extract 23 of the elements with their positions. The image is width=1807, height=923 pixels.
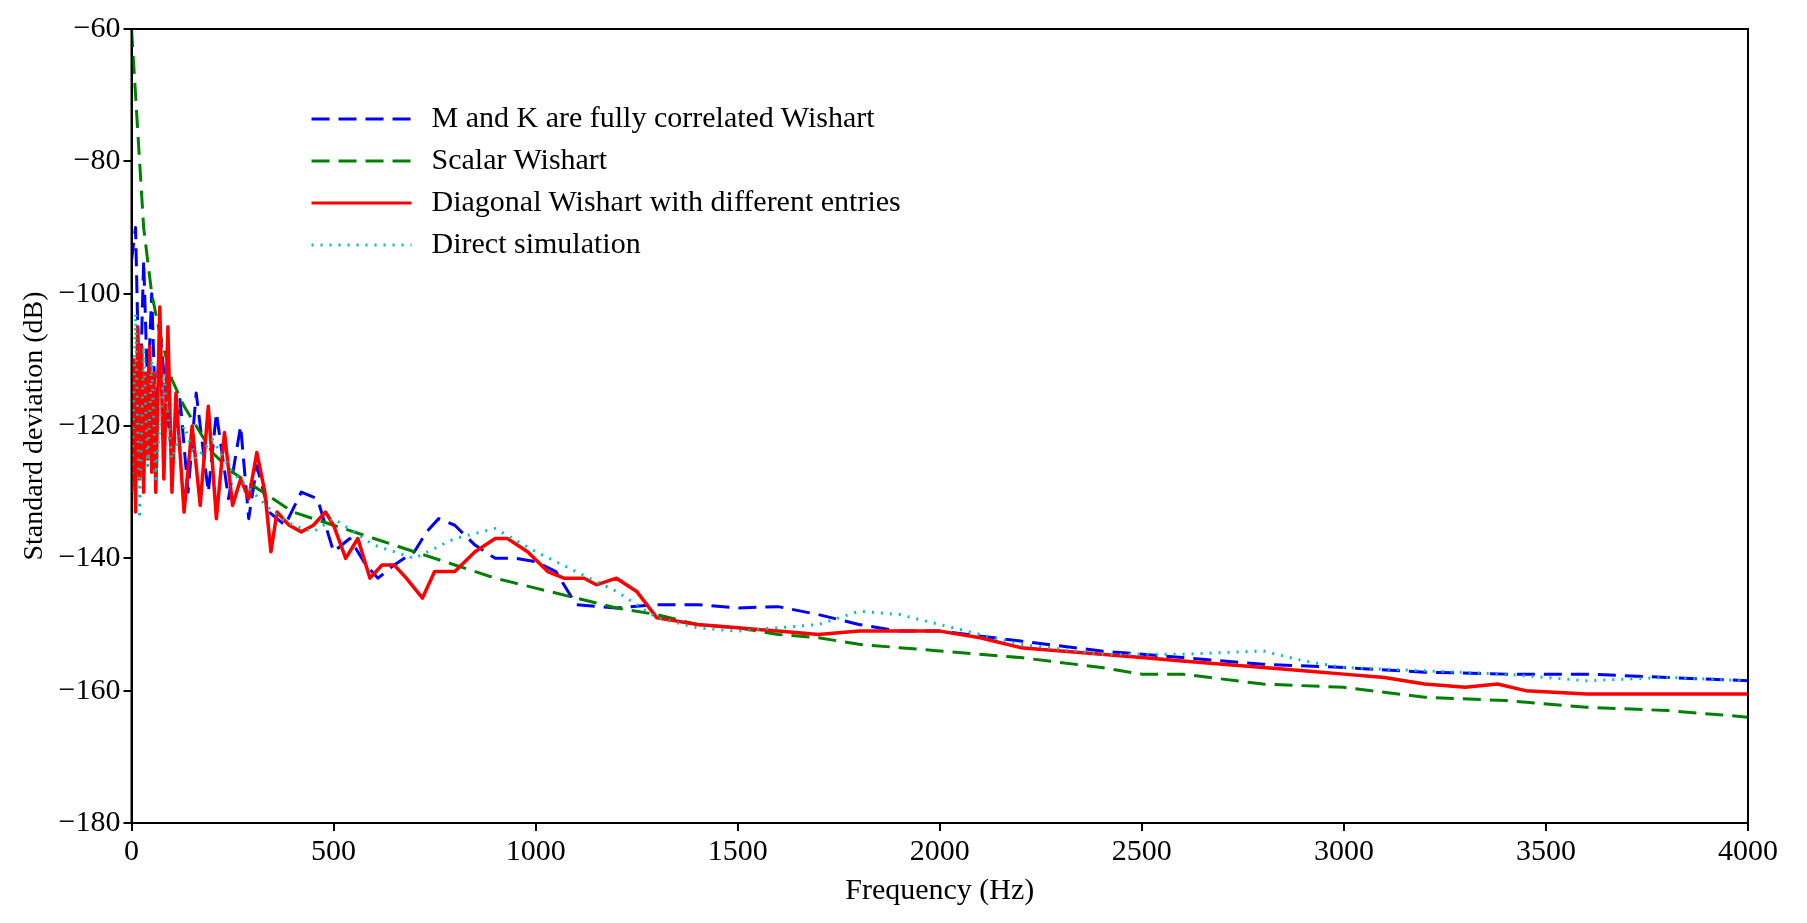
- x-tick-label: 2000: [909, 832, 970, 866]
- x-tick-label: 3000: [1313, 832, 1374, 866]
- x-axis-title: Frequency (Hz): [845, 871, 1035, 906]
- y-tick-label: −80: [73, 142, 121, 176]
- y-axis-title: Standard deviation (dB): [17, 291, 49, 561]
- x-tick-label: 1500: [707, 832, 768, 866]
- legend-label: Direct simulation: [431, 225, 641, 259]
- x-tick-label: 0: [124, 832, 140, 866]
- x-tick-label: 2500: [1111, 832, 1172, 866]
- x-tick-label: 3500: [1515, 832, 1576, 866]
- legend-label: Scalar Wishart: [431, 141, 608, 175]
- x-tick-label: 1000: [505, 832, 566, 866]
- y-tick-label: −180: [58, 803, 121, 837]
- y-tick-label: −60: [73, 9, 121, 43]
- legend-label: M and K are fully correlated Wishart: [431, 99, 876, 133]
- y-tick-label: −100: [58, 274, 121, 308]
- legend-label: Diagonal Wishart with different entries: [431, 183, 901, 217]
- line-series: [131, 226, 1748, 683]
- x-tick-label: 500: [311, 832, 357, 866]
- y-tick-label: −160: [58, 671, 121, 705]
- y-tick-label: −120: [58, 406, 121, 440]
- y-tick-label: −140: [58, 539, 121, 573]
- x-tick-label: 4000: [1718, 832, 1778, 866]
